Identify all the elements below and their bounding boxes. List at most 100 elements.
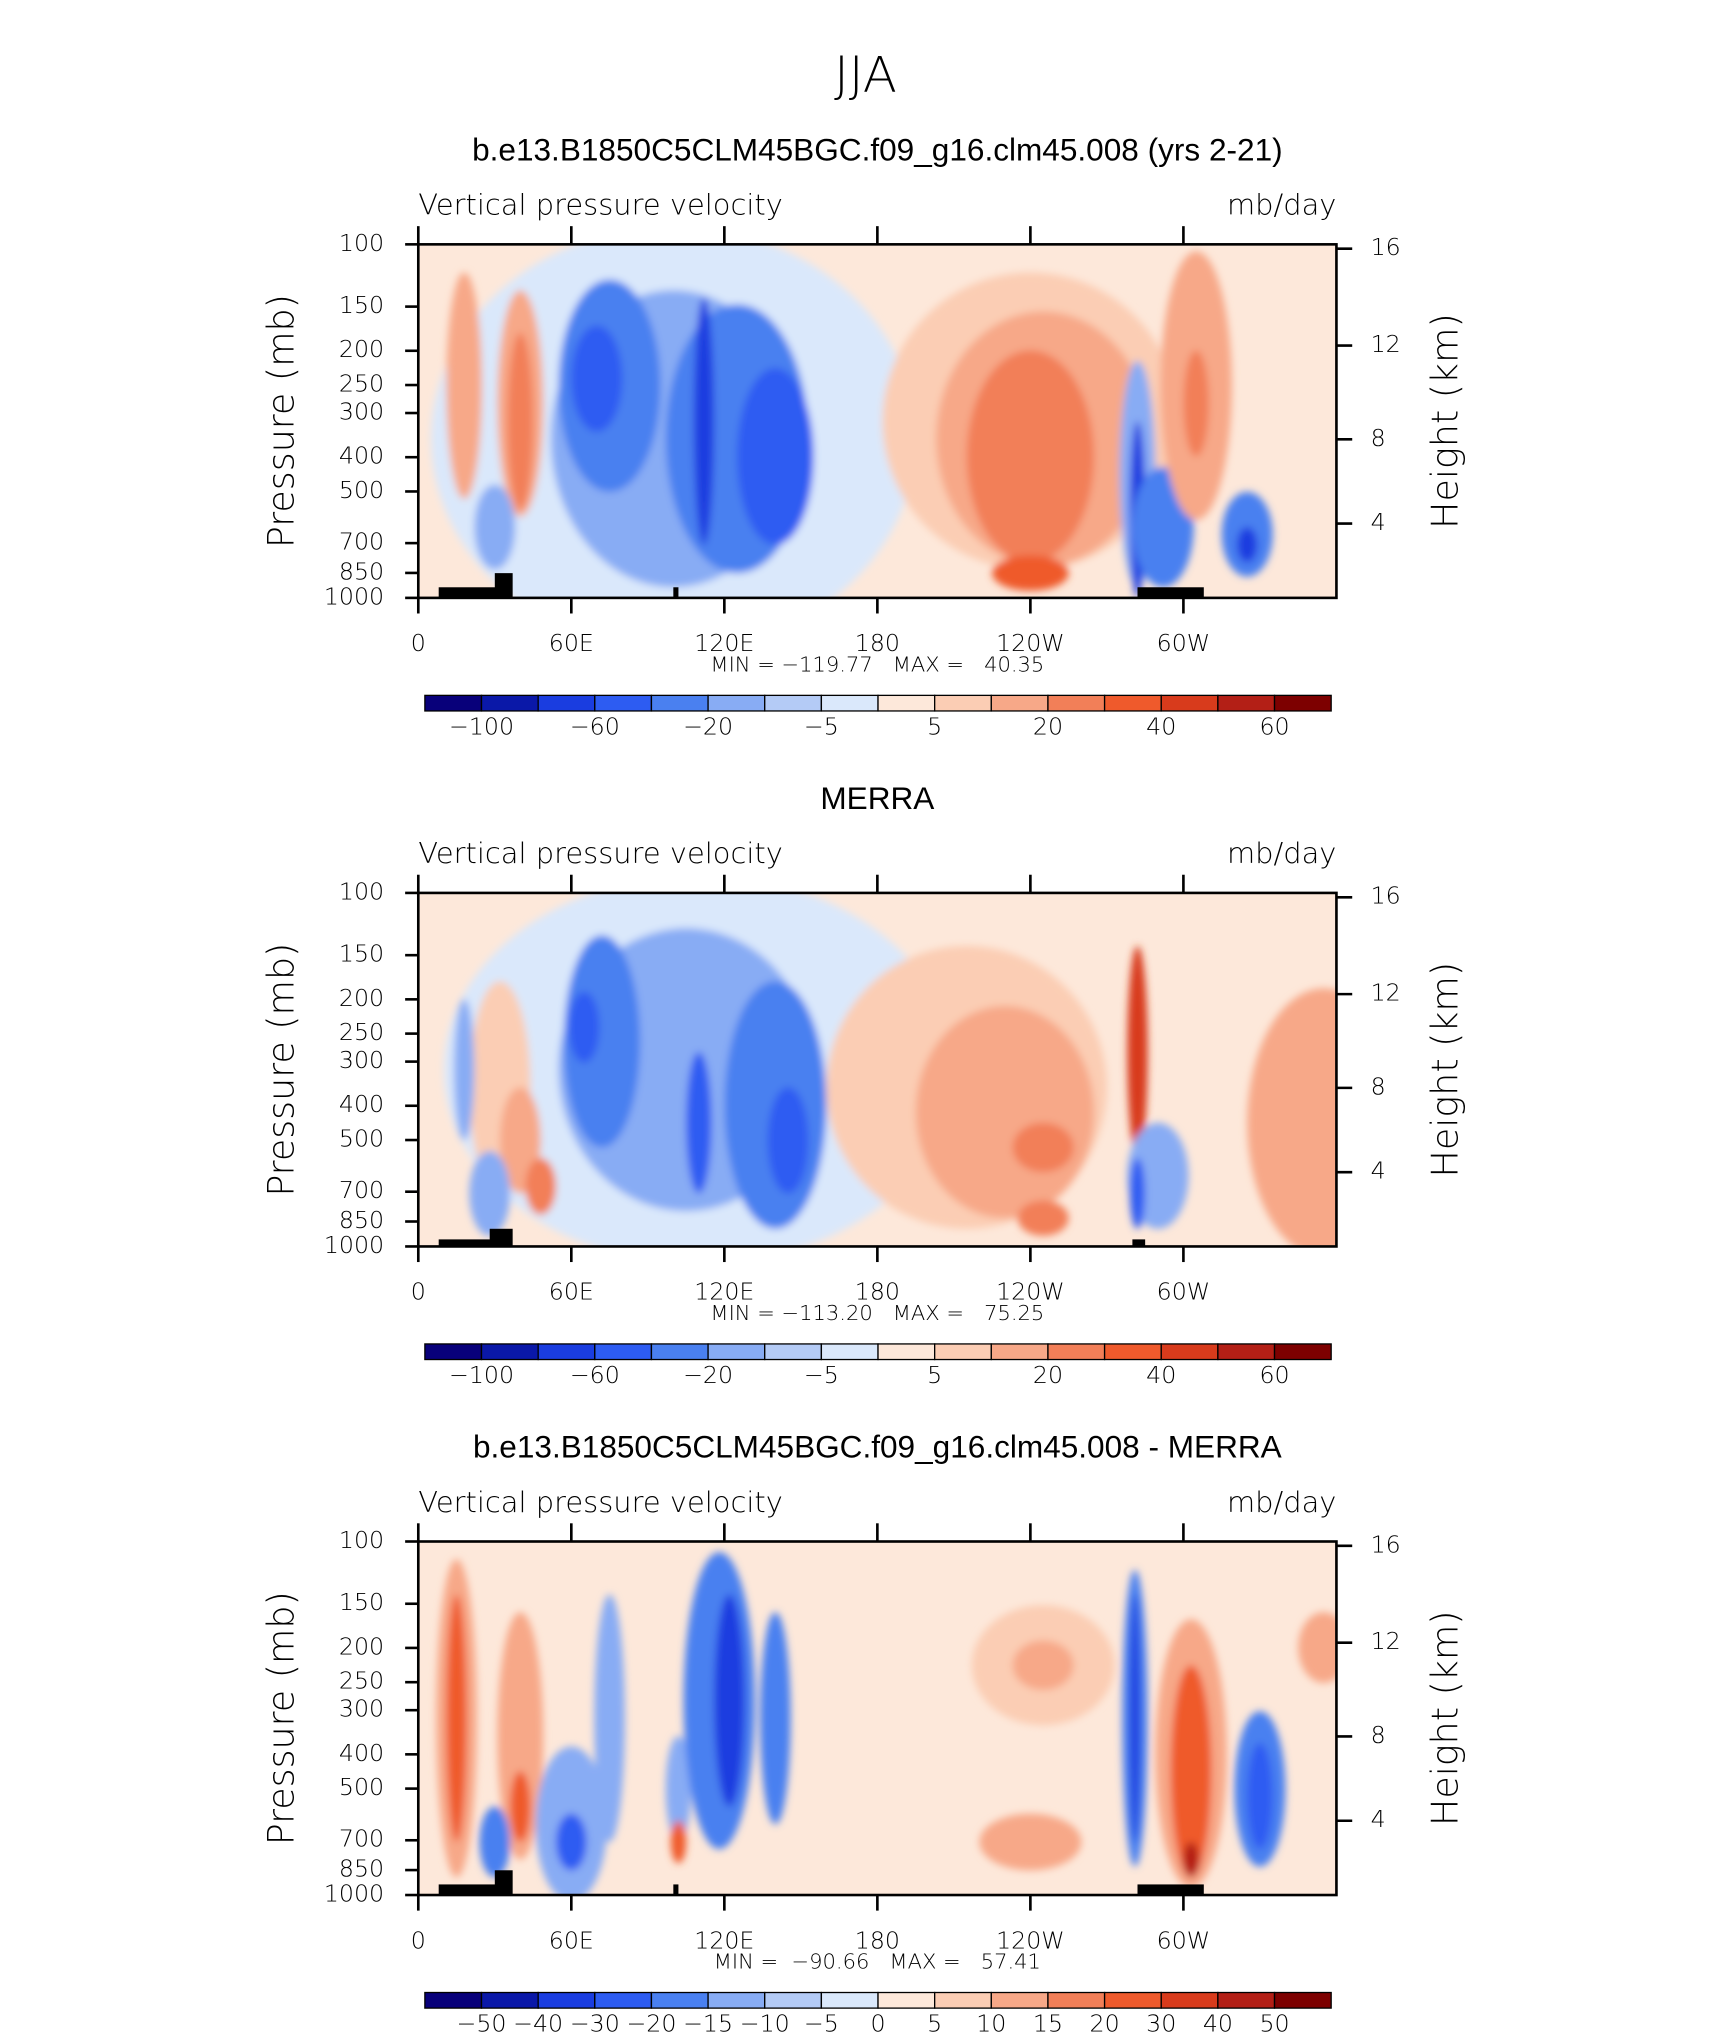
contour-region bbox=[479, 1806, 511, 1878]
colorbar-label: 40 bbox=[1146, 1361, 1176, 1389]
colorbar-box bbox=[934, 1991, 992, 2009]
contour-region bbox=[474, 484, 516, 570]
colorbar-box bbox=[764, 1991, 823, 2009]
y-tick-label: 150 bbox=[339, 291, 384, 319]
contour-region bbox=[992, 555, 1069, 591]
topography bbox=[494, 573, 513, 598]
contour-blobs bbox=[443, 892, 1337, 1247]
y-tick-label: 500 bbox=[339, 1773, 384, 1801]
colorbar-label: 60 bbox=[1259, 1361, 1289, 1389]
colorbar-box bbox=[820, 1991, 879, 2009]
colorbar-label: −5 bbox=[804, 712, 839, 740]
colorbar-box bbox=[424, 694, 483, 712]
colorbar-label: −100 bbox=[449, 712, 514, 740]
colorbar-label: −60 bbox=[570, 1361, 620, 1389]
colorbar-label: 20 bbox=[1033, 1361, 1063, 1389]
contour-region bbox=[1170, 1665, 1212, 1878]
contour-region bbox=[915, 1006, 1095, 1219]
y-tick-label: 700 bbox=[339, 1176, 384, 1204]
colorbar-label: 40 bbox=[1203, 2010, 1233, 2038]
y2-tick-label: 4 bbox=[1371, 1157, 1386, 1185]
contour-region bbox=[686, 1052, 712, 1194]
topography bbox=[1132, 1239, 1146, 1247]
y-tick-label: 400 bbox=[339, 1739, 384, 1767]
colorbar-box bbox=[990, 1343, 1049, 1361]
contour-region bbox=[760, 1612, 791, 1825]
colorbar-box bbox=[764, 694, 823, 712]
contour-region bbox=[568, 991, 600, 1063]
colorbar-box bbox=[537, 1991, 596, 2009]
contour-region bbox=[446, 272, 483, 499]
y-tick-label: 300 bbox=[339, 1046, 384, 1074]
colorbar-box bbox=[1273, 694, 1332, 712]
contour-region bbox=[737, 368, 814, 545]
y-tick-label: 200 bbox=[339, 1633, 384, 1661]
contour-region bbox=[510, 1771, 531, 1842]
y2-tick-label: 4 bbox=[1371, 1805, 1386, 1833]
colorbar-box bbox=[707, 1343, 766, 1361]
y2-tick-label: 12 bbox=[1371, 330, 1401, 358]
contour-region bbox=[714, 1594, 745, 1807]
contour-region bbox=[453, 998, 475, 1141]
colorbar-box bbox=[820, 694, 879, 712]
contour-blobs bbox=[436, 1552, 1337, 1896]
topography bbox=[673, 587, 679, 598]
x-tick-label: 60E bbox=[549, 1278, 594, 1306]
contour-field bbox=[418, 1541, 1337, 1896]
y-tick-label: 200 bbox=[339, 984, 384, 1012]
contour-field bbox=[418, 892, 1337, 1247]
colorbar-label: 60 bbox=[1259, 712, 1289, 740]
contour-region bbox=[966, 350, 1095, 563]
y-tick-label: 150 bbox=[339, 1588, 384, 1616]
colorbar-box bbox=[1160, 1991, 1219, 2009]
colorbar-box bbox=[707, 694, 766, 712]
colorbar-box bbox=[934, 1343, 992, 1361]
contour-region bbox=[1129, 1594, 1141, 1842]
y-tick-label: 100 bbox=[339, 1526, 384, 1554]
x-tick-label: 60E bbox=[549, 1926, 594, 1954]
colorbar-box bbox=[424, 1343, 483, 1361]
contour-region bbox=[571, 325, 623, 432]
x-tick-label: 0 bbox=[411, 1278, 426, 1306]
colorbar-box bbox=[537, 694, 596, 712]
colorbar-box bbox=[1103, 694, 1162, 712]
subtitle: Vertical pressure velocity bbox=[418, 1485, 783, 1519]
y-axis-label: Pressure (mb) bbox=[259, 294, 302, 548]
colorbar-box bbox=[820, 1343, 879, 1361]
y2-tick-label: 16 bbox=[1371, 233, 1401, 261]
y-tick-label: 250 bbox=[339, 1667, 384, 1695]
x-tick-label: 180 bbox=[855, 629, 900, 657]
contour-region bbox=[556, 1813, 587, 1871]
colorbar-box bbox=[990, 694, 1049, 712]
subtitle: Vertical pressure velocity bbox=[418, 188, 783, 222]
y2-tick-label: 4 bbox=[1371, 508, 1386, 536]
y2-axis-label: Height (km) bbox=[1423, 313, 1466, 529]
contour-region bbox=[563, 935, 641, 1148]
y-tick-label: 400 bbox=[339, 442, 384, 470]
y-tick-label: 250 bbox=[339, 1018, 384, 1046]
contour-region bbox=[1247, 1743, 1273, 1850]
contour-region bbox=[594, 1594, 625, 1842]
contour-region bbox=[1298, 1612, 1337, 1683]
x-tick-label: 60W bbox=[1157, 1926, 1211, 1954]
contour-region bbox=[525, 1158, 557, 1215]
colorbar-label: −60 bbox=[570, 712, 620, 740]
contour-region bbox=[665, 1735, 692, 1842]
contour-region bbox=[979, 1813, 1082, 1871]
y2-tick-label: 16 bbox=[1371, 882, 1401, 910]
topography bbox=[489, 1228, 513, 1247]
colorbar-label: 15 bbox=[1033, 2010, 1063, 2038]
contour-region bbox=[767, 1087, 809, 1194]
subtitle: Vertical pressure velocity bbox=[418, 836, 783, 870]
x-tick-label: 120W bbox=[996, 1926, 1065, 1954]
y2-tick-label: 8 bbox=[1371, 424, 1386, 452]
colorbar-label: −5 bbox=[804, 1361, 839, 1389]
colorbar-box bbox=[877, 694, 936, 712]
colorbar-box bbox=[707, 1991, 766, 2009]
x-tick-label: 120W bbox=[996, 1278, 1065, 1306]
y-tick-label: 300 bbox=[339, 398, 384, 426]
contour-region bbox=[1017, 1200, 1069, 1236]
contour-region bbox=[1129, 1158, 1146, 1229]
x-tick-label: 0 bbox=[411, 629, 426, 657]
topography bbox=[673, 1884, 679, 1896]
